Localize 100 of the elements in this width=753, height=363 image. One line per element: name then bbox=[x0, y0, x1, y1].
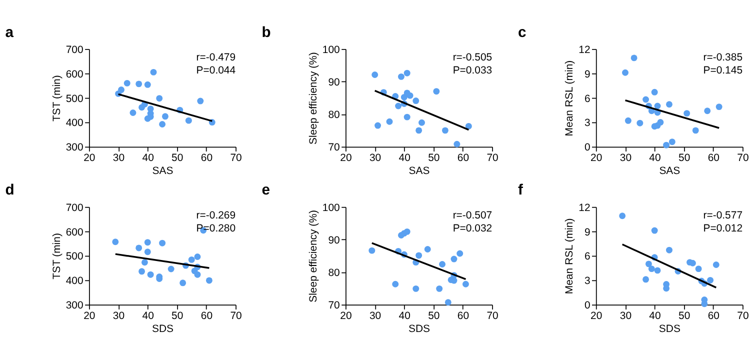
y-tick-label: 12 bbox=[578, 44, 590, 56]
point bbox=[412, 285, 420, 292]
y-tick-label: 70 bbox=[328, 142, 340, 154]
y-tick-label: 9 bbox=[584, 69, 590, 80]
y-tick-label: 100 bbox=[322, 202, 340, 214]
point bbox=[194, 254, 201, 260]
x-axis-title: SAS bbox=[659, 166, 680, 178]
point bbox=[188, 256, 195, 263]
point bbox=[395, 102, 402, 110]
annotation: P=0.033 bbox=[452, 65, 492, 76]
point bbox=[630, 54, 638, 62]
point bbox=[372, 71, 378, 78]
x-tick-label: 30 bbox=[620, 311, 632, 322]
y-tick-label: 400 bbox=[66, 276, 84, 288]
x-tick-label: 60 bbox=[200, 311, 213, 322]
y-tick-label: 80 bbox=[328, 268, 340, 279]
x-tick-label: 70 bbox=[486, 311, 499, 322]
point bbox=[144, 81, 151, 88]
x-axis-title: SDS bbox=[152, 324, 174, 336]
y-tick-label: 90 bbox=[328, 235, 340, 246]
x-axis-title: SAS bbox=[152, 166, 174, 178]
x-tick-label: 60 bbox=[708, 311, 720, 322]
point bbox=[636, 120, 644, 126]
point bbox=[442, 127, 448, 134]
point bbox=[418, 119, 425, 126]
point bbox=[454, 140, 460, 148]
chart-title: d bbox=[5, 182, 14, 199]
y-tick-label: 300 bbox=[66, 300, 84, 312]
x-tick-label: 20 bbox=[340, 153, 352, 164]
point bbox=[666, 101, 672, 108]
point bbox=[692, 127, 699, 134]
y-tick-label: 6 bbox=[584, 252, 590, 263]
point bbox=[206, 277, 212, 284]
point bbox=[118, 86, 124, 94]
chart-title: e bbox=[262, 182, 270, 199]
x-axis-title: SAS bbox=[408, 166, 430, 178]
point bbox=[124, 80, 130, 86]
point bbox=[707, 276, 714, 284]
y-axis-title: Mean RSL (min) bbox=[564, 60, 576, 136]
x-tick-label: 30 bbox=[369, 153, 382, 164]
x-tick-label: 30 bbox=[369, 311, 382, 322]
y-tick-label: 400 bbox=[66, 118, 84, 130]
point bbox=[136, 80, 142, 88]
annotation: r=-0.577 bbox=[703, 210, 743, 222]
point bbox=[712, 262, 720, 268]
annotation: P=0.280 bbox=[196, 223, 236, 234]
chart-title: b bbox=[262, 24, 271, 41]
x-tick-label: 30 bbox=[112, 311, 125, 322]
point bbox=[147, 271, 154, 278]
y-tick-label: 600 bbox=[66, 69, 84, 80]
y-tick-label: 700 bbox=[66, 44, 84, 56]
x-tick-label: 20 bbox=[590, 311, 602, 322]
point bbox=[622, 69, 628, 76]
y-tick-label: 100 bbox=[322, 44, 340, 56]
point bbox=[374, 122, 382, 129]
y-tick-label: 500 bbox=[66, 252, 84, 263]
point bbox=[150, 68, 157, 76]
annotation: r=-0.507 bbox=[452, 210, 492, 222]
point bbox=[433, 88, 440, 95]
point bbox=[651, 88, 658, 96]
point bbox=[386, 118, 393, 125]
point bbox=[439, 261, 446, 268]
point bbox=[112, 238, 119, 246]
point bbox=[141, 259, 148, 266]
point bbox=[651, 227, 658, 234]
point bbox=[465, 122, 472, 130]
point bbox=[136, 244, 142, 252]
x-tick-label: 20 bbox=[340, 311, 352, 322]
x-tick-label: 50 bbox=[172, 153, 184, 164]
x-tick-label: 70 bbox=[486, 153, 499, 164]
chart-title: c bbox=[518, 24, 526, 41]
point bbox=[406, 92, 414, 99]
point bbox=[663, 142, 670, 148]
y-tick-label: 9 bbox=[584, 227, 590, 238]
point bbox=[168, 266, 174, 272]
annotation: r=-0.269 bbox=[196, 210, 236, 222]
point bbox=[144, 239, 151, 246]
y-tick-label: 0 bbox=[584, 142, 590, 154]
point bbox=[654, 102, 661, 110]
y-tick-label: 90 bbox=[328, 77, 340, 88]
point bbox=[645, 260, 652, 268]
x-tick-label: 60 bbox=[708, 153, 720, 164]
point bbox=[398, 73, 404, 80]
y-tick-label: 300 bbox=[66, 142, 84, 154]
y-axis-title: Sleep efficiency (%) bbox=[308, 210, 320, 302]
point bbox=[444, 299, 452, 306]
point bbox=[404, 228, 410, 235]
y-tick-label: 3 bbox=[584, 276, 590, 288]
point bbox=[144, 115, 151, 122]
x-tick-label: 50 bbox=[172, 311, 184, 322]
point bbox=[416, 252, 422, 259]
point bbox=[689, 260, 696, 266]
x-tick-label: 30 bbox=[112, 153, 125, 164]
chart-title: f bbox=[518, 182, 523, 199]
y-axis-title: TST (min) bbox=[52, 233, 63, 280]
x-axis-title: SDS bbox=[658, 324, 680, 336]
x-tick-label: 60 bbox=[457, 311, 470, 322]
annotation: r=-0.385 bbox=[703, 52, 743, 64]
point bbox=[716, 104, 722, 110]
y-tick-label: 6 bbox=[584, 94, 590, 105]
